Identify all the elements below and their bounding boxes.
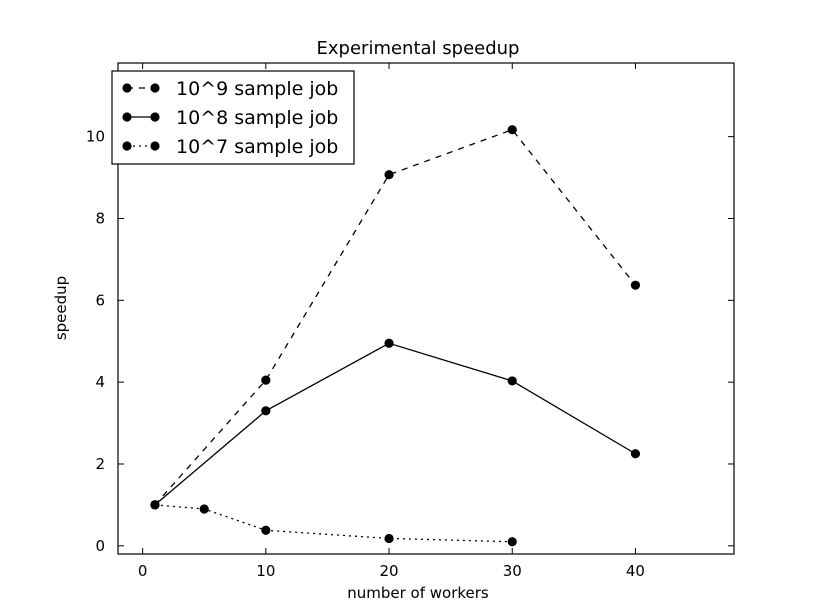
legend-label: 10^8 sample job bbox=[176, 107, 338, 129]
chart-title: Experimental speedup bbox=[317, 38, 520, 59]
data-point bbox=[199, 504, 209, 514]
legend-marker bbox=[122, 83, 132, 93]
data-point bbox=[507, 376, 517, 386]
data-point bbox=[630, 449, 641, 459]
legend-label: 10^7 sample job bbox=[176, 136, 338, 158]
legend-entry: 10^9 sample job bbox=[122, 78, 338, 100]
data-point bbox=[384, 170, 394, 180]
axis-ticks: 0 10 20 30 40 0 2 4 6 8 10 bbox=[86, 63, 734, 580]
data-point bbox=[261, 525, 271, 535]
x-tick-label: 20 bbox=[379, 562, 398, 580]
legend: 10^9 sample job 10^8 sample job 10^7 sam… bbox=[111, 70, 355, 165]
y-tick-label: 6 bbox=[95, 291, 105, 309]
x-tick-label: 10 bbox=[256, 562, 275, 580]
legend-marker bbox=[150, 141, 160, 151]
legend-marker bbox=[122, 141, 132, 151]
data-point bbox=[261, 406, 271, 416]
x-tick-label: 40 bbox=[626, 562, 645, 580]
legend-entry: 10^8 sample job bbox=[122, 107, 338, 129]
data-point bbox=[507, 537, 517, 547]
x-axis-label: number of workers bbox=[347, 584, 489, 602]
y-tick-label: 4 bbox=[95, 373, 105, 391]
legend-marker bbox=[150, 83, 160, 93]
data-point bbox=[150, 500, 160, 510]
y-tick-label: 2 bbox=[95, 455, 105, 473]
data-point bbox=[384, 338, 394, 348]
data-point bbox=[630, 280, 641, 290]
series-layer bbox=[150, 125, 641, 547]
legend-marker bbox=[150, 112, 160, 122]
data-point bbox=[261, 375, 271, 385]
legend-entry: 10^7 sample job bbox=[122, 136, 338, 158]
legend-label: 10^9 sample job bbox=[176, 78, 338, 100]
y-axis-label: speedup bbox=[52, 276, 70, 340]
y-tick-label: 0 bbox=[95, 537, 105, 555]
y-tick-label: 8 bbox=[95, 209, 105, 227]
x-tick-label: 30 bbox=[503, 562, 522, 580]
series-line bbox=[154, 128, 636, 506]
x-tick-label: 0 bbox=[138, 562, 148, 580]
data-point bbox=[507, 125, 517, 135]
legend-marker bbox=[122, 112, 132, 122]
data-point bbox=[384, 533, 394, 544]
y-tick-label: 10 bbox=[86, 128, 105, 146]
plot-area-frame bbox=[117, 62, 735, 555]
